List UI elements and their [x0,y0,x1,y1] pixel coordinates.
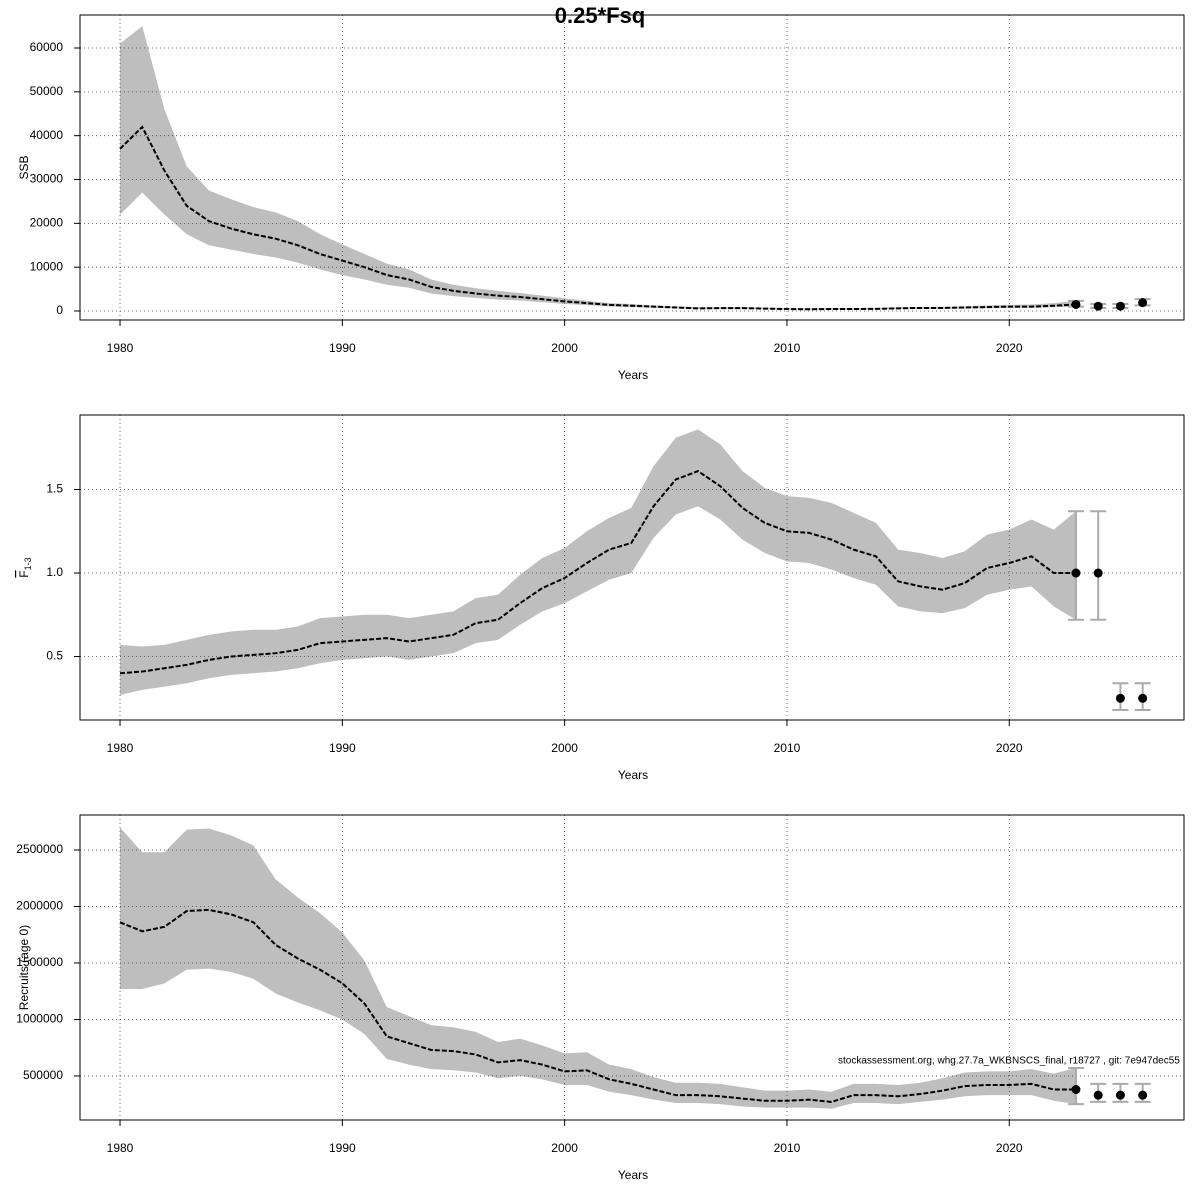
projection-point [1138,298,1148,308]
y-axis-label: SSB [17,155,31,179]
x-tick-label: 2000 [551,341,578,355]
x-axis-label: Years [618,1168,648,1182]
y-tick-label: 1.0 [46,565,63,579]
x-tick-label: 2020 [996,341,1023,355]
projection-point [1093,568,1103,578]
figure-title: 0.25*Fsq [555,3,646,28]
x-tick-label: 2010 [774,1141,801,1155]
y-axis-label: F1-3 [17,557,33,577]
plot-frame [79,814,1185,1121]
x-tick-label: 1980 [107,1141,134,1155]
y-tick-label: 0.5 [46,649,63,663]
y-axis-label-sub: 1-3 [23,557,33,570]
x-tick-label: 1990 [329,741,356,755]
estimate-line [119,908,1076,1103]
x-tick-label: 2020 [996,741,1023,755]
projection-point [1138,693,1148,703]
y-axis-label-main: SSB [17,155,31,179]
y-tick-label: 40000 [30,128,64,142]
y-tick-label: 1500000 [16,955,63,969]
y-tick-label: 500000 [23,1068,63,1082]
y-tick-label: 1000000 [16,1012,63,1026]
y-tick-label: 1.5 [46,482,63,496]
projection-point [1115,301,1125,311]
y-tick-label: 2000000 [16,899,63,913]
y-tick-label: 10000 [30,259,64,273]
y-tick-label: 20000 [30,216,64,230]
x-axis-label: Years [618,768,648,782]
x-tick-label: 1990 [329,341,356,355]
estimate-line [119,125,1077,311]
y-tick-label: 30000 [30,172,64,186]
confidence-band [120,429,1076,695]
y-tick-label: 60000 [30,40,64,54]
x-tick-label: 2010 [774,741,801,755]
projection-point [1071,299,1081,309]
plot-frame [79,414,1185,721]
y-tick-label: 50000 [30,84,64,98]
y-axis-label: Recruits (age 0) [17,925,31,1010]
x-tick-label: 1980 [107,341,134,355]
y-axis-label-main: Recruits (age 0) [17,925,31,1010]
x-tick-label: 1980 [107,741,134,755]
projection-point [1071,568,1081,578]
projection-point [1093,1090,1103,1100]
y-axis-label-main: F [17,570,31,577]
x-tick-label: 2020 [996,1141,1023,1155]
y-tick-label: 2500000 [16,842,63,856]
projection-point [1093,301,1103,311]
confidence-band [120,827,1076,1109]
projection-point [1138,1090,1148,1100]
x-axis-label: Years [618,368,648,382]
x-tick-label: 2000 [551,741,578,755]
projection-point [1115,1090,1125,1100]
annotation: stockassessment.org, whg.27.7a_WKBNSCS_f… [838,1056,1180,1067]
plot-frame [79,14,1185,321]
projection-point [1071,1085,1081,1094]
x-tick-label: 1990 [329,1141,356,1155]
x-tick-label: 2010 [774,341,801,355]
x-tick-label: 2000 [551,1141,578,1155]
projection-point [1115,693,1125,703]
y-tick-label: 0 [56,303,63,317]
